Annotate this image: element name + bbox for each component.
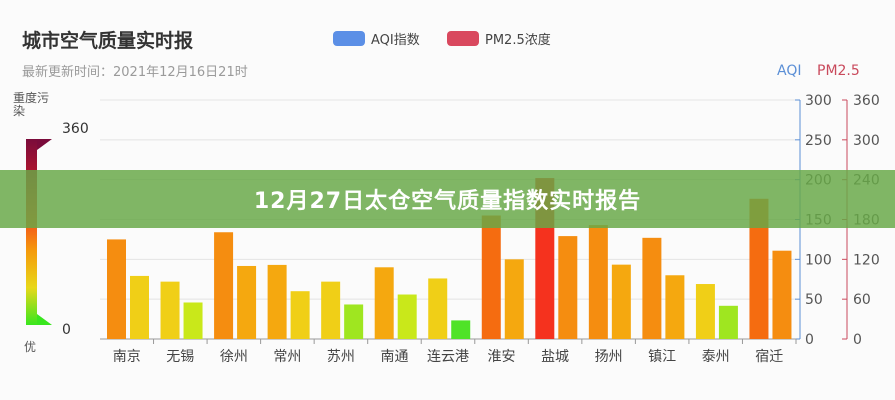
visual-map-top-label: 重度污染 <box>13 91 50 118</box>
aqi-bar-3 <box>267 264 287 339</box>
legend-pm25-swatch <box>447 31 479 46</box>
pm25-bar-0 <box>130 275 149 339</box>
x-tick-label-2: 徐州 <box>220 349 248 365</box>
report-banner: 12月27日太仓空气质量指数实时报告 <box>0 170 895 228</box>
legend-aqi[interactable]: AQI指数 <box>333 29 420 48</box>
axis-title-aqi: AQI <box>777 63 802 79</box>
pm25-bar-12 <box>772 250 792 339</box>
axis-title-pm25: PM2.5 <box>817 63 860 79</box>
x-tick-label-0: 南京 <box>113 349 141 365</box>
legend-pm25[interactable]: PM2.5浓度 <box>447 29 551 48</box>
aqi-bar-9 <box>588 225 608 339</box>
aqi-tick-label-0: 0 <box>805 332 814 348</box>
pm25-bar-4 <box>344 304 364 339</box>
visual-map-gradient <box>26 139 37 325</box>
banner-text: 12月27日太仓空气质量指数实时报告 <box>253 189 642 214</box>
pm25-bar-6 <box>451 320 471 339</box>
x-tick-label-5: 南通 <box>380 349 408 365</box>
pm25-tick-label-5: 300 <box>853 133 880 149</box>
pm25-bar-8 <box>558 236 578 339</box>
pm25-bar-5 <box>397 294 417 339</box>
x-tick-label-4: 苏州 <box>327 349 355 365</box>
chart-title: 城市空气质量实时报 <box>22 30 194 52</box>
pm25-bar-11 <box>718 305 738 339</box>
pm25-tick-label-1: 60 <box>853 292 871 308</box>
aqi-bar-4 <box>321 281 341 339</box>
pm25-bar-9 <box>611 264 631 339</box>
x-tick-label-7: 淮安 <box>488 349 516 365</box>
aqi-bar-7 <box>481 215 501 339</box>
visual-map-bottom-handle <box>37 314 52 325</box>
x-tick-label-1: 无锡 <box>166 349 194 365</box>
visual-map-top-handle <box>37 139 52 150</box>
pm25-bar-10 <box>665 275 685 339</box>
pm25-tick-label-0: 0 <box>853 332 862 348</box>
legend-aqi-swatch <box>333 31 365 46</box>
aqi-tick-label-2: 100 <box>805 252 832 268</box>
pm25-tick-label-2: 120 <box>853 252 880 268</box>
aqi-tick-label-5: 250 <box>805 133 832 149</box>
legend-aqi-label: AQI指数 <box>371 33 420 48</box>
x-tick-label-10: 镇江 <box>648 349 676 365</box>
aqi-bar-2 <box>214 232 234 339</box>
visual-map-min: 0 <box>62 322 71 338</box>
aqi-tick-label-1: 50 <box>805 292 823 308</box>
x-tick-label-6: 连云港 <box>427 349 469 365</box>
aqi-bar-5 <box>374 267 394 339</box>
aqi-bar-1 <box>160 281 180 339</box>
pm25-bar-1 <box>183 302 203 339</box>
update-time: 最新更新时间：2021年12月16日21时 <box>22 65 248 80</box>
x-tick-label-11: 泰州 <box>702 349 730 365</box>
aqi-bar-11 <box>695 284 715 339</box>
visual-map-max: 360 <box>62 121 89 137</box>
pm25-bar-3 <box>290 291 310 339</box>
pm25-tick-label-6: 360 <box>853 93 880 109</box>
pm25-bar-2 <box>237 265 257 339</box>
visual-map-bottom-label: 优 <box>24 340 37 354</box>
pm25-bar-7 <box>504 259 524 339</box>
aqi-bar-0 <box>107 239 126 339</box>
x-tick-label-12: 宿迁 <box>755 348 783 365</box>
x-tick-label-3: 常州 <box>273 349 301 365</box>
aqi-tick-label-6: 300 <box>805 93 832 109</box>
aqi-bar-10 <box>642 237 662 339</box>
x-tick-label-9: 扬州 <box>595 349 623 365</box>
aqi-bar-12 <box>749 198 769 339</box>
x-tick-label-8: 盐城 <box>541 349 569 365</box>
aqi-bar-6 <box>428 278 448 339</box>
legend-pm25-label: PM2.5浓度 <box>485 33 551 48</box>
